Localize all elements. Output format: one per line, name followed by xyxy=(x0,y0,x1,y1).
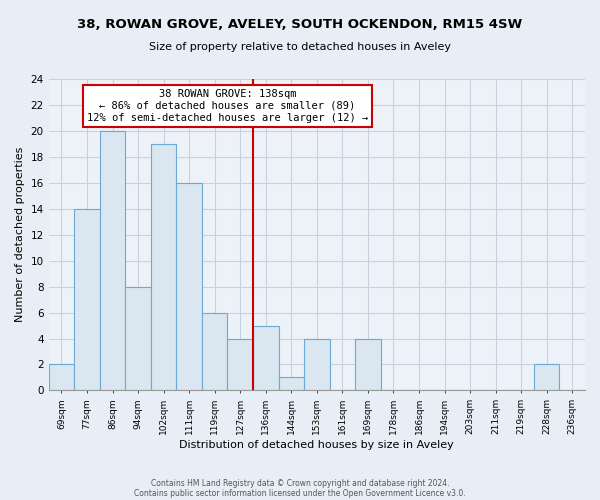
Bar xyxy=(227,338,253,390)
Bar xyxy=(74,209,100,390)
Bar xyxy=(100,131,125,390)
Bar xyxy=(278,378,304,390)
Text: Contains HM Land Registry data © Crown copyright and database right 2024.: Contains HM Land Registry data © Crown c… xyxy=(151,478,449,488)
Text: 38 ROWAN GROVE: 138sqm
← 86% of detached houses are smaller (89)
12% of semi-det: 38 ROWAN GROVE: 138sqm ← 86% of detached… xyxy=(87,90,368,122)
Text: 38, ROWAN GROVE, AVELEY, SOUTH OCKENDON, RM15 4SW: 38, ROWAN GROVE, AVELEY, SOUTH OCKENDON,… xyxy=(77,18,523,30)
Bar xyxy=(534,364,559,390)
Bar xyxy=(151,144,176,390)
X-axis label: Distribution of detached houses by size in Aveley: Distribution of detached houses by size … xyxy=(179,440,454,450)
Bar xyxy=(304,338,329,390)
Bar xyxy=(202,312,227,390)
Bar xyxy=(355,338,380,390)
Y-axis label: Number of detached properties: Number of detached properties xyxy=(15,147,25,322)
Bar xyxy=(49,364,74,390)
Bar xyxy=(253,326,278,390)
Text: Size of property relative to detached houses in Aveley: Size of property relative to detached ho… xyxy=(149,42,451,52)
Bar xyxy=(176,183,202,390)
Bar xyxy=(125,286,151,391)
Text: Contains public sector information licensed under the Open Government Licence v3: Contains public sector information licen… xyxy=(134,488,466,498)
